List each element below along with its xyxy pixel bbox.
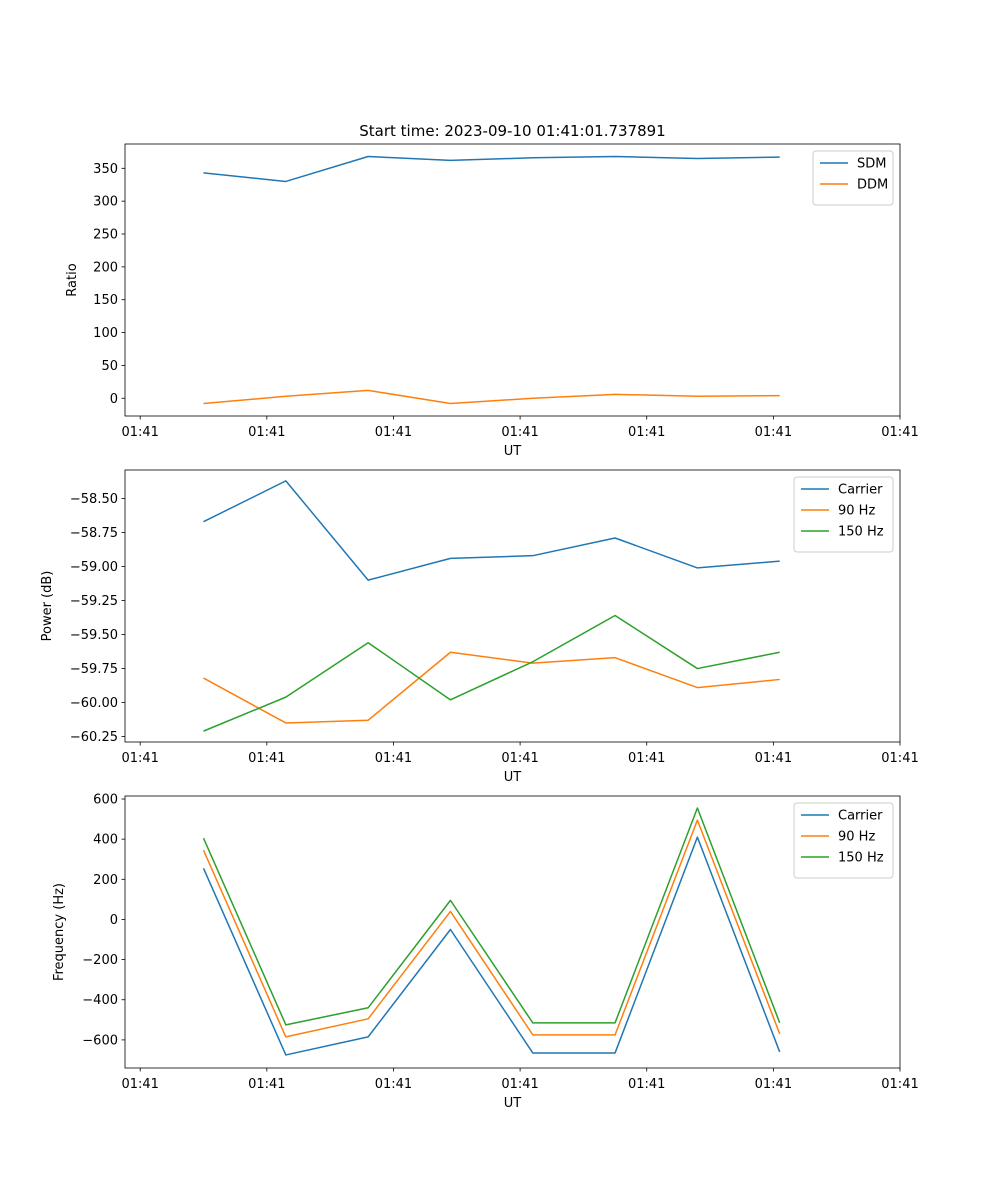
y-tick-label: −58.50 xyxy=(70,492,118,507)
y-tick-label: 300 xyxy=(93,195,118,210)
y-tick-label: 0 xyxy=(110,913,118,928)
axes-frame xyxy=(124,795,901,1069)
x-axis-label: UT xyxy=(504,770,522,785)
x-tick-label: 01:41 xyxy=(121,425,158,440)
legend: Carrier 90 Hz 150 Hz xyxy=(793,476,894,553)
y-tick-label: −59.25 xyxy=(70,594,118,609)
x-tick-label: 01:41 xyxy=(375,425,412,440)
x-tick-label: 01:41 xyxy=(375,751,412,766)
series-line-ddm xyxy=(203,389,780,405)
x-tick-label: 01:41 xyxy=(501,425,538,440)
y-tick-label: −58.75 xyxy=(70,526,118,541)
series-line-carrier xyxy=(202,836,781,1056)
subplot-3: 01:41 01:41 01:41 01:41 01:41 01:41 01:41 −600 −… xyxy=(52,793,919,1111)
y-tick-label: 50 xyxy=(101,359,118,374)
x-tick-label: 01:41 xyxy=(501,1077,538,1092)
legend-box xyxy=(812,150,894,206)
charts-container: 01:41 01:41 01:41 01:41 01:41 01:41 01:41 0 50 10… xyxy=(40,143,919,1111)
legend: Carrier 90 Hz 150 Hz xyxy=(793,802,894,879)
y-tick-label: 200 xyxy=(93,873,118,888)
x-tick-label: 01:41 xyxy=(628,1077,665,1092)
y-tick-label: −600 xyxy=(82,1033,118,1048)
legend-label: SDM xyxy=(857,157,886,172)
x-tick-label: 01:41 xyxy=(628,425,665,440)
x-tick-label: 01:41 xyxy=(248,751,285,766)
y-tick-label: 0 xyxy=(110,392,118,407)
y-tick-label: 150 xyxy=(93,293,118,308)
legend-label: Carrier xyxy=(838,809,883,824)
y-axis-label: Frequency (Hz) xyxy=(52,883,67,981)
series-line-90-hz xyxy=(202,819,781,1038)
series-line-90-hz xyxy=(203,651,780,724)
y-tick-label: 600 xyxy=(93,793,118,808)
series-line-150-hz xyxy=(203,614,780,732)
legend-label: 90 Hz xyxy=(838,504,875,519)
legend-box xyxy=(793,476,894,553)
y-tick-label: −59.75 xyxy=(70,662,118,677)
series-line-sdm xyxy=(203,155,780,183)
x-tick-label: 01:41 xyxy=(121,1077,158,1092)
legend-label: 150 Hz xyxy=(838,851,884,866)
y-tick-label: −59.50 xyxy=(70,628,118,643)
x-axis-label: UT xyxy=(504,444,522,459)
y-tick-label: −60.25 xyxy=(70,730,118,745)
chart-title: Start time: 2023-09-10 01:41:01.737891 xyxy=(359,122,665,140)
x-tick-label: 01:41 xyxy=(248,1077,285,1092)
x-tick-label: 01:41 xyxy=(881,425,918,440)
y-axis-label: Power (dB) xyxy=(40,571,55,642)
x-tick-label: 01:41 xyxy=(628,751,665,766)
legend-label: Carrier xyxy=(838,483,883,498)
y-tick-label: 100 xyxy=(93,326,118,341)
y-tick-label: −59.00 xyxy=(70,560,118,575)
y-tick-label: 350 xyxy=(93,162,118,177)
y-tick-label: 250 xyxy=(93,228,118,243)
y-tick-label: −60.00 xyxy=(70,696,118,711)
subplot-2: 01:41 01:41 01:41 01:41 01:41 01:41 01:41−60.2… xyxy=(40,469,919,785)
x-tick-label: 01:41 xyxy=(755,1077,792,1092)
x-tick-label: 01:41 xyxy=(375,1077,412,1092)
axes-frame xyxy=(124,143,901,417)
x-tick-label: 01:41 xyxy=(248,425,285,440)
series-line-carrier xyxy=(203,480,780,581)
y-tick-label: −400 xyxy=(82,993,118,1008)
y-tick-label: 200 xyxy=(93,260,118,275)
legend-label: 150 Hz xyxy=(838,525,884,540)
legend-box xyxy=(793,802,894,879)
legend-label: DDM xyxy=(857,178,888,193)
y-tick-label: 400 xyxy=(93,833,118,848)
x-axis-label: UT xyxy=(504,1096,522,1111)
axes-frame xyxy=(124,469,901,743)
x-tick-label: 01:41 xyxy=(121,751,158,766)
series-line-150-hz xyxy=(202,807,781,1026)
y-axis-label: Ratio xyxy=(65,263,80,296)
x-tick-label: 01:41 xyxy=(881,1077,918,1092)
legend: SDM DDM xyxy=(812,150,894,206)
x-tick-label: 01:41 xyxy=(501,751,538,766)
x-tick-label: 01:41 xyxy=(755,425,792,440)
x-tick-label: 01:41 xyxy=(755,751,792,766)
y-tick-label: −200 xyxy=(82,953,118,968)
subplot-1: 01:41 01:41 01:41 01:41 01:41 01:41 01:41 0 50 10… xyxy=(65,143,919,459)
legend-label: 90 Hz xyxy=(838,830,875,845)
x-tick-label: 01:41 xyxy=(881,751,918,766)
